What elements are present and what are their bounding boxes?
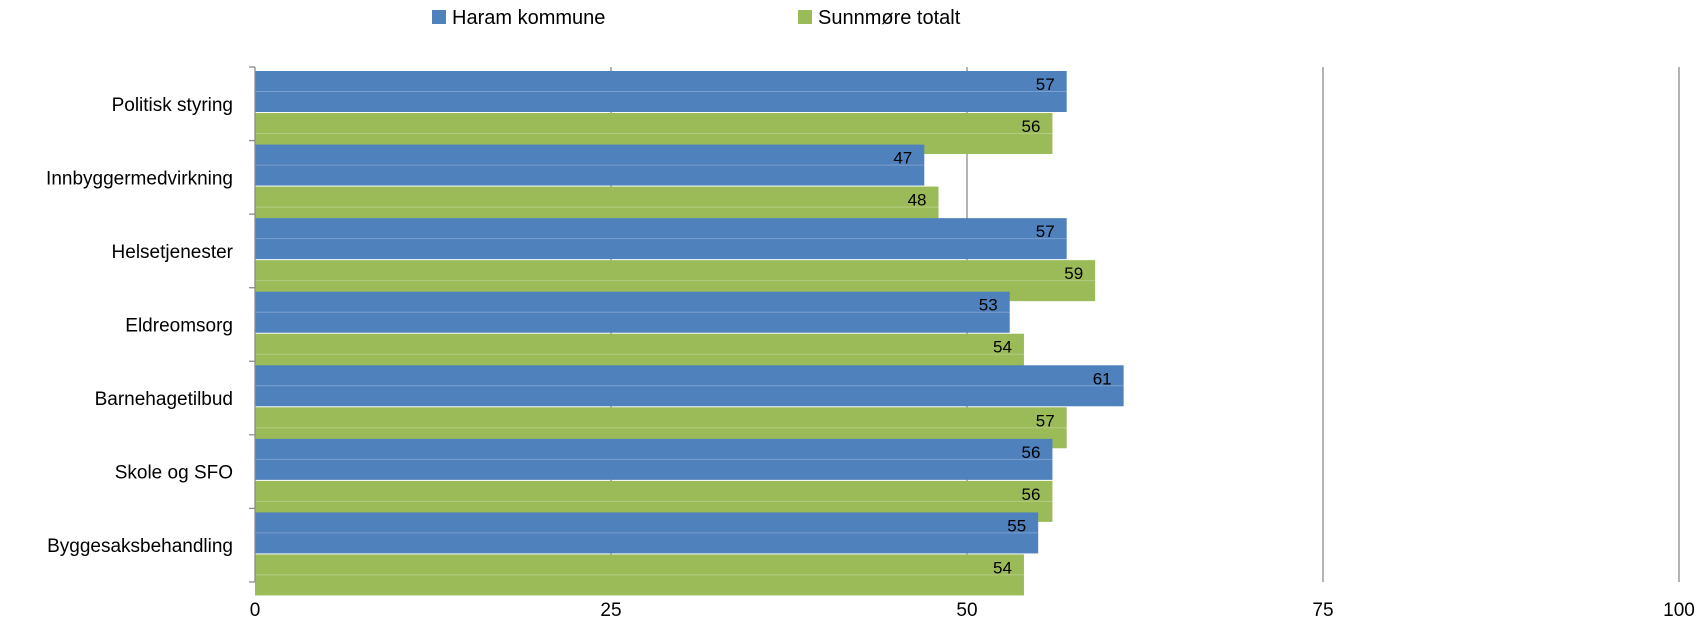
- data-labels: 57 56 47 48 57 59 53 54 61 57 56 56 55 54: [893, 75, 1111, 577]
- category-label-5: Skole og SFO: [115, 463, 233, 484]
- data-label-sunnmore-5: 56: [1022, 485, 1041, 504]
- category-label-2: Helsetjenester: [112, 242, 234, 263]
- axes: Politisk styring Innbyggermedvirkning Hels…: [46, 66, 1695, 621]
- data-label-haram-2: 57: [1036, 222, 1055, 241]
- category-label-6: Byggesaksbehandling: [47, 536, 233, 557]
- data-label-sunnmore-3: 54: [993, 338, 1012, 357]
- bar-haram-1: [255, 144, 925, 186]
- category-label-4: Barnehagetilbud: [95, 389, 233, 410]
- bar-haram-3: [255, 291, 1010, 333]
- data-label-haram-6: 55: [1007, 516, 1026, 535]
- bar-sunnmore-6: [255, 554, 1024, 596]
- category-label-1: Innbyggermedvirkning: [46, 168, 233, 189]
- bars: [255, 71, 1124, 596]
- x-tick-label-100: 100: [1663, 600, 1695, 621]
- data-label-haram-3: 53: [979, 296, 998, 315]
- bar-haram-6: [255, 512, 1039, 554]
- x-tick-label-0: 0: [250, 600, 261, 621]
- bar-haram-4: [255, 365, 1124, 407]
- x-tick-label-25: 25: [600, 600, 621, 621]
- x-tick-label-75: 75: [1312, 600, 1333, 621]
- category-label-3: Eldreomsorg: [125, 316, 233, 337]
- bar-haram-5: [255, 438, 1053, 480]
- legend-swatch-haram: [432, 10, 446, 24]
- data-label-sunnmore-2: 59: [1064, 264, 1083, 283]
- data-label-haram-1: 47: [893, 149, 912, 168]
- category-label-0: Politisk styring: [112, 95, 233, 116]
- bar-haram-2: [255, 218, 1067, 260]
- legend-label-haram: Haram kommune: [452, 7, 605, 29]
- legend-swatch-sunnmore: [798, 10, 812, 24]
- bar-haram-0: [255, 71, 1067, 112]
- data-label-haram-0: 57: [1036, 75, 1055, 94]
- data-label-sunnmore-6: 54: [993, 558, 1012, 577]
- data-label-sunnmore-1: 48: [908, 191, 927, 210]
- data-label-sunnmore-4: 57: [1036, 411, 1055, 430]
- legend: Haram kommune Sunnmøre totalt: [432, 7, 961, 29]
- data-label-haram-4: 61: [1093, 369, 1112, 388]
- legend-label-sunnmore: Sunnmøre totalt: [818, 7, 961, 29]
- x-tick-label-50: 50: [956, 600, 977, 621]
- data-label-sunnmore-0: 56: [1022, 117, 1041, 136]
- data-label-haram-5: 56: [1022, 443, 1041, 462]
